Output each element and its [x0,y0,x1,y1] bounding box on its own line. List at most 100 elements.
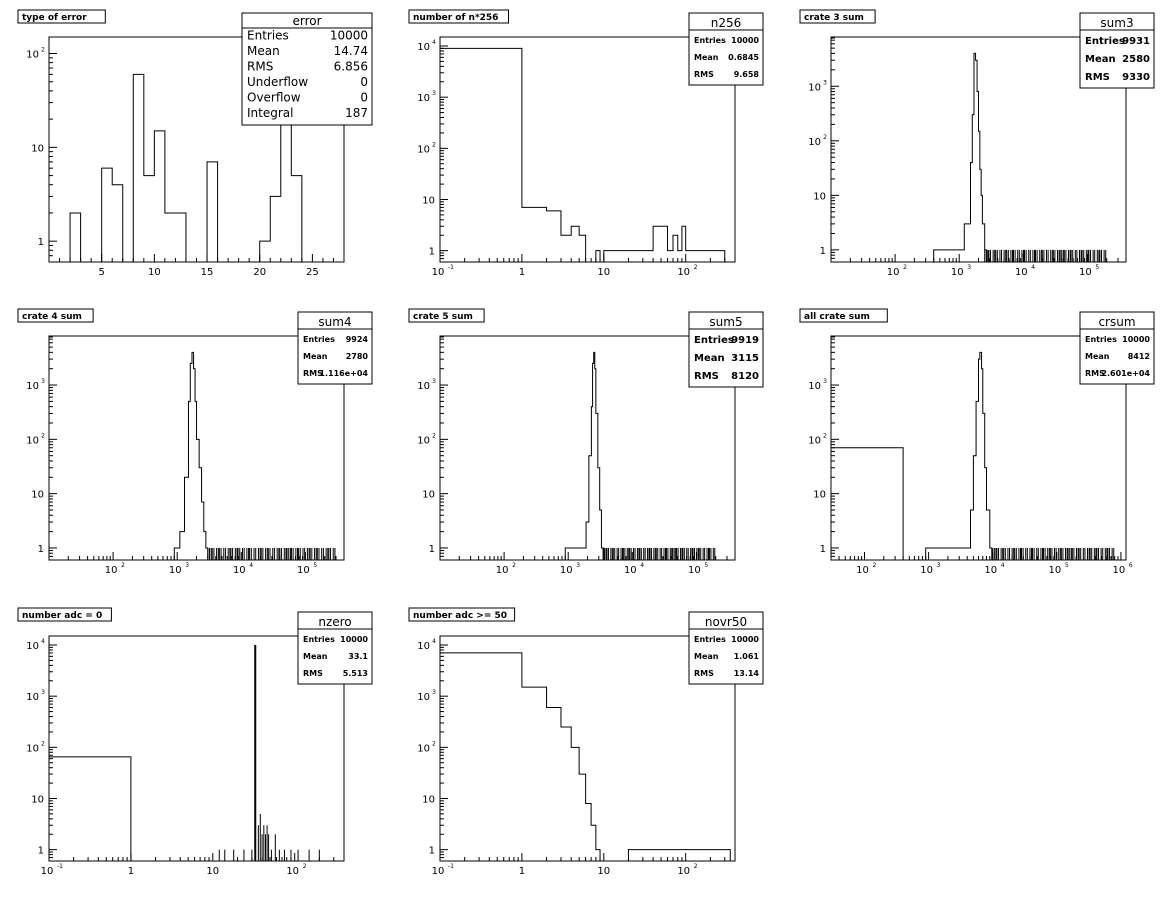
x-tick-exponent: 2 [121,562,125,569]
y-tick-label: 10 [26,692,39,703]
stats-box [297,611,373,685]
stats-box [1079,311,1155,385]
x-tick-label: 10 [432,267,445,278]
x-tick-exponent: 6 [1129,562,1133,569]
stats-value: 10000 [731,635,759,644]
x-tick-label: 10 [297,565,310,576]
y-tick-label: 10 [417,42,430,53]
stats-value: 2.601e+04 [1101,369,1150,378]
x-tick-label: 10 [951,267,964,278]
stats-label: Mean [303,652,328,661]
histogram-title: type of error [22,13,87,23]
stats-value: 9.658 [734,70,760,79]
y-tick-label: 1 [38,544,44,555]
stats-value: 2580 [1122,54,1150,65]
x-tick-exponent: 5 [1095,264,1099,271]
x-tick-label: 10 [233,565,246,576]
stats-box [688,611,764,685]
histogram-bars [439,47,726,263]
x-tick-exponent: 3 [185,562,189,569]
y-tick-label: 10 [422,490,435,501]
stats-value: 9330 [1122,72,1150,83]
histogram-title: number adc = 0 [22,611,102,621]
x-tick-exponent: 2 [303,863,307,870]
histogram-peak [925,351,993,560]
histogram-title-box [408,9,509,24]
y-tick-label: 10 [26,381,39,392]
histogram-bars [59,73,313,263]
y-tick-label: 10 [417,435,430,446]
stats-name: error [292,14,321,28]
stats-label: RMS [694,371,719,382]
y-tick-label: 1 [38,846,44,857]
x-tick-label: 10 [496,565,509,576]
stats-label: RMS [1085,369,1105,378]
y-tick-label: 1 [38,237,44,248]
x-tick-label: 10 [105,565,118,576]
histogram-title: all crate sum [804,312,870,322]
histogram-bars [439,652,731,862]
stats-value: 0 [360,91,368,105]
stats-label: Overflow [247,91,301,105]
stats-label: Entries [694,635,726,644]
y-tick-label: 1 [429,247,435,258]
stats-box [1079,12,1155,89]
x-tick-exponent: 4 [1001,562,1005,569]
histogram-title-box [408,607,516,622]
stats-box [241,12,373,126]
x-tick-exponent: 2 [694,264,698,271]
histogram-title-box [17,308,94,323]
histogram-title: crate 4 sum [22,312,82,322]
y-tick-exponent: 4 [432,638,436,645]
x-tick-exponent: 4 [1031,264,1035,271]
x-tick-label: 10 [920,565,933,576]
x-tick-label: 10 [887,267,900,278]
histogram-peak [564,351,604,560]
stats-label: Integral [247,106,293,120]
y-tick-label: 10 [808,381,821,392]
stats-value: 10000 [731,36,759,45]
stats-value: 8412 [1128,352,1150,361]
histogram-peak [173,351,209,560]
y-tick-label: 10 [26,435,39,446]
x-tick-label: 10 [169,565,182,576]
y-tick-label: 10 [26,50,39,61]
x-tick-label: 5 [98,267,104,278]
histogram-title: number of n*256 [413,13,498,23]
stats-value: 13.14 [734,669,760,678]
y-tick-exponent: 2 [432,141,436,148]
stats-value: 187 [345,106,368,120]
x-tick-label: 10 [1048,565,1061,576]
y-tick-label: 10 [31,794,44,805]
x-tick-label: 20 [253,267,266,278]
y-tick-exponent: 3 [823,378,827,385]
y-tick-exponent: 4 [432,39,436,46]
stats-value: 5.513 [343,669,368,678]
stats-label: Entries [1085,335,1117,344]
stats-value: 2780 [346,352,369,361]
stats-value: 9919 [731,335,759,346]
stats-label: RMS [247,60,273,74]
y-tick-exponent: 2 [41,432,45,439]
stats-label: Entries [303,635,335,644]
stats-label: Mean [303,352,328,361]
x-tick-exponent: 2 [903,264,907,271]
y-tick-exponent: 4 [41,638,45,645]
stats-name: nzero [318,615,351,629]
y-tick-label: 10 [417,743,430,754]
x-tick-label: 25 [306,267,319,278]
y-tick-label: 10 [813,490,826,501]
stats-label: Entries [1085,36,1125,47]
stats-value: 0.6845 [728,53,759,62]
stats-label: RMS [1085,72,1110,83]
histogram-title-box [799,9,876,24]
stats-value: 9931 [1122,36,1150,47]
y-tick-label: 10 [808,82,821,93]
stats-label: Mean [1085,54,1116,65]
